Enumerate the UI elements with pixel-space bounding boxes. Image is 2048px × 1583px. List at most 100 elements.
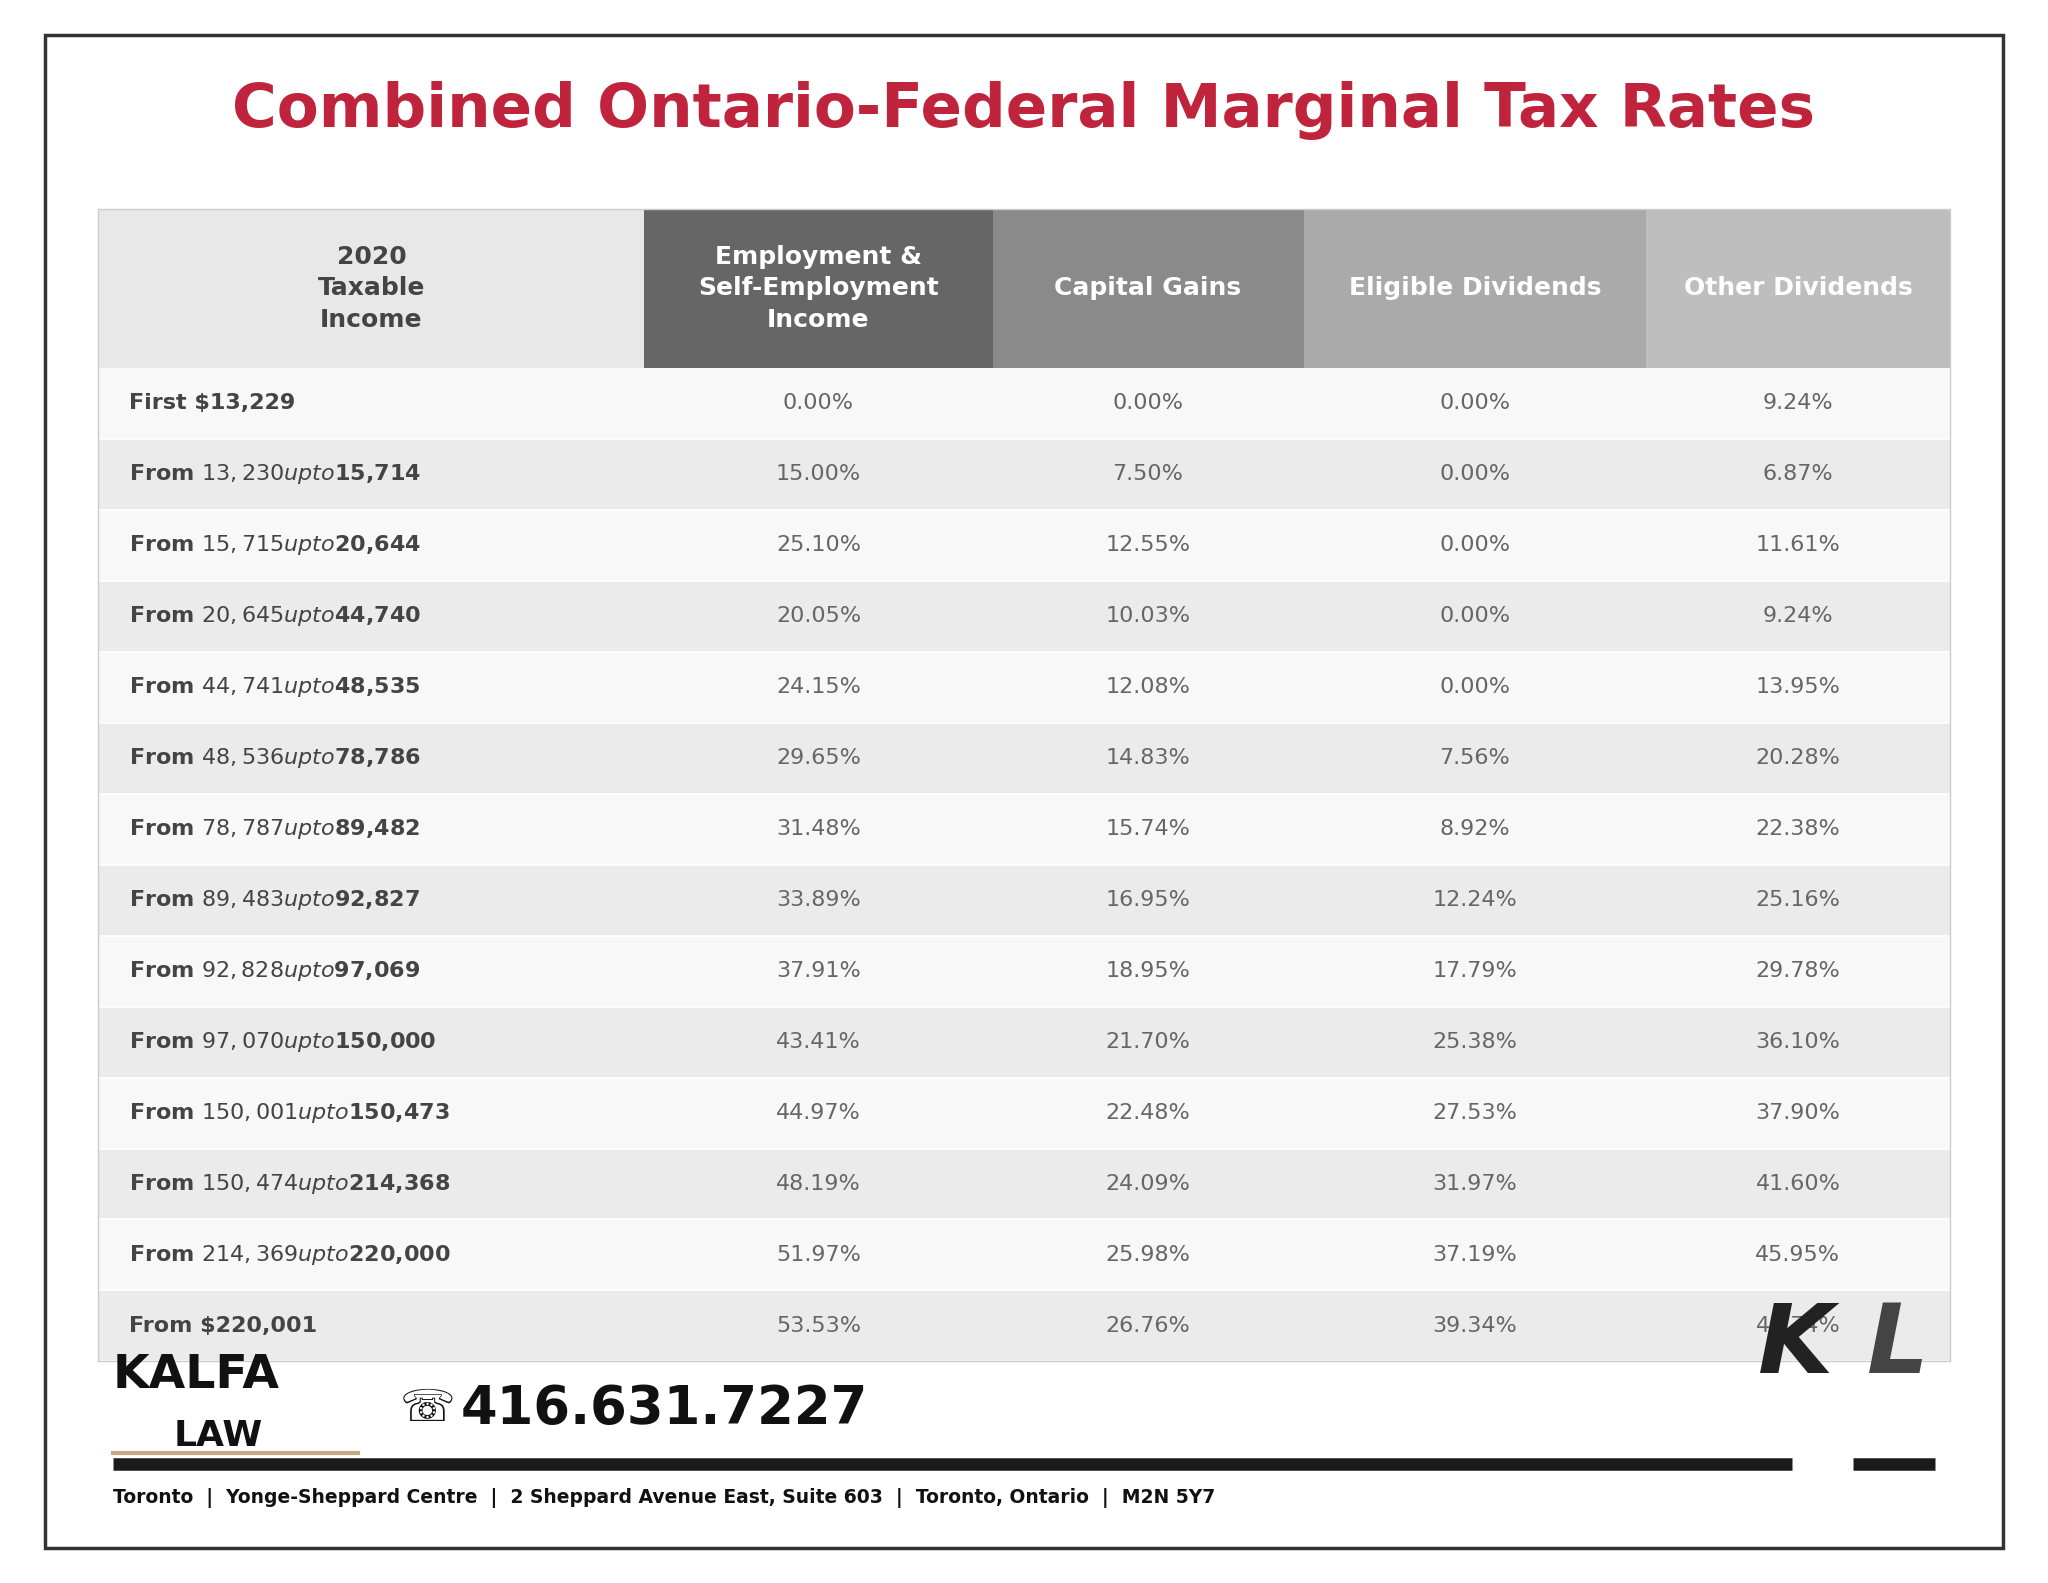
Text: From $214,369 up to $220,000: From $214,369 up to $220,000 [129, 1243, 451, 1266]
Text: 47.74%: 47.74% [1755, 1315, 1841, 1336]
Text: 20.05%: 20.05% [776, 606, 860, 627]
Text: From $150,474 up to $214,368: From $150,474 up to $214,368 [129, 1171, 451, 1197]
Text: 20.28%: 20.28% [1755, 749, 1841, 768]
Text: 37.91%: 37.91% [776, 961, 860, 981]
Bar [1305, 209, 1647, 367]
Bar [1647, 581, 1950, 652]
Bar [1647, 1007, 1950, 1078]
Text: From $220,001: From $220,001 [129, 1315, 317, 1336]
Text: 15.00%: 15.00% [776, 464, 860, 484]
Bar [1647, 209, 1950, 367]
Text: From $20,645 up to $44,740: From $20,645 up to $44,740 [129, 605, 422, 628]
Text: 26.76%: 26.76% [1106, 1315, 1190, 1336]
Bar [1305, 438, 1647, 510]
Text: ☏: ☏ [399, 1387, 455, 1431]
Bar [993, 1149, 1305, 1219]
Text: 12.55%: 12.55% [1106, 535, 1190, 556]
Bar [645, 864, 993, 936]
Text: 0.00%: 0.00% [1440, 394, 1509, 413]
Text: 14.83%: 14.83% [1106, 749, 1190, 768]
Bar [1647, 367, 1950, 438]
Text: First $13,229: First $13,229 [129, 394, 295, 413]
Text: From $13,230 up to $15,714: From $13,230 up to $15,714 [129, 462, 422, 486]
Bar [1305, 1219, 1647, 1290]
Bar [98, 1219, 645, 1290]
Bar [993, 1078, 1305, 1149]
Bar [98, 652, 645, 723]
Bar [98, 1290, 645, 1361]
Text: 12.08%: 12.08% [1106, 678, 1190, 697]
Bar [645, 209, 993, 367]
Bar [993, 864, 1305, 936]
Bar [993, 936, 1305, 1007]
Text: 48.19%: 48.19% [776, 1175, 860, 1194]
Bar [1305, 1078, 1647, 1149]
Bar [993, 510, 1305, 581]
Bar [993, 438, 1305, 510]
Text: 53.53%: 53.53% [776, 1315, 860, 1336]
Bar [1647, 510, 1950, 581]
Bar [645, 652, 993, 723]
Text: 7.56%: 7.56% [1440, 749, 1509, 768]
Text: Other Dividends: Other Dividends [1683, 277, 1913, 301]
Text: 9.24%: 9.24% [1763, 394, 1833, 413]
Bar [645, 1007, 993, 1078]
Text: 39.34%: 39.34% [1432, 1315, 1518, 1336]
Text: 17.79%: 17.79% [1432, 961, 1518, 981]
Text: 416.631.7227: 416.631.7227 [461, 1384, 868, 1434]
Bar [1305, 1290, 1647, 1361]
Text: 0.00%: 0.00% [1440, 606, 1509, 627]
Bar [1647, 793, 1950, 864]
Text: 0.00%: 0.00% [1440, 464, 1509, 484]
Text: 9.24%: 9.24% [1763, 606, 1833, 627]
Bar [993, 367, 1305, 438]
Bar [1647, 864, 1950, 936]
Bar [98, 367, 645, 438]
Bar [1305, 652, 1647, 723]
Text: Capital Gains: Capital Gains [1055, 277, 1241, 301]
Text: 8.92%: 8.92% [1440, 820, 1509, 839]
Text: 6.87%: 6.87% [1763, 464, 1833, 484]
Text: 51.97%: 51.97% [776, 1244, 860, 1265]
Text: 27.53%: 27.53% [1432, 1103, 1518, 1122]
Bar [1305, 793, 1647, 864]
Text: KALFA: KALFA [113, 1353, 281, 1398]
Bar [98, 1149, 645, 1219]
Text: From $48,536 up to $78,786: From $48,536 up to $78,786 [129, 746, 420, 771]
Bar [1305, 581, 1647, 652]
Bar [645, 1290, 993, 1361]
Bar [645, 1149, 993, 1219]
Text: 24.09%: 24.09% [1106, 1175, 1190, 1194]
Bar [645, 936, 993, 1007]
Text: 0.00%: 0.00% [1440, 678, 1509, 697]
Text: From $150,001 up to $150,473: From $150,001 up to $150,473 [129, 1102, 451, 1126]
Bar [98, 793, 645, 864]
Text: 15.74%: 15.74% [1106, 820, 1190, 839]
Bar [1305, 936, 1647, 1007]
Text: 12.24%: 12.24% [1432, 890, 1518, 910]
Bar [1647, 1219, 1950, 1290]
Text: 43.41%: 43.41% [776, 1032, 860, 1053]
Text: L: L [1868, 1300, 1929, 1393]
Text: 31.48%: 31.48% [776, 820, 860, 839]
Text: 0.00%: 0.00% [1440, 535, 1509, 556]
Text: 29.65%: 29.65% [776, 749, 860, 768]
Text: 10.03%: 10.03% [1106, 606, 1190, 627]
Bar [645, 510, 993, 581]
Text: 16.95%: 16.95% [1106, 890, 1190, 910]
Text: 41.60%: 41.60% [1755, 1175, 1841, 1194]
Bar [98, 864, 645, 936]
Text: From $92,828 up to $97,069: From $92,828 up to $97,069 [129, 959, 420, 983]
Text: From $97,070 up to $150,000: From $97,070 up to $150,000 [129, 1031, 436, 1054]
Text: 37.90%: 37.90% [1755, 1103, 1841, 1122]
Text: From $78,787 up to $89,482: From $78,787 up to $89,482 [129, 817, 420, 841]
Text: 45.95%: 45.95% [1755, 1244, 1841, 1265]
Text: 21.70%: 21.70% [1106, 1032, 1190, 1053]
Bar [645, 1219, 993, 1290]
Bar [645, 793, 993, 864]
Bar [98, 1078, 645, 1149]
Bar [993, 1007, 1305, 1078]
Bar [993, 723, 1305, 793]
Bar [1305, 723, 1647, 793]
Text: 2020
Taxable
Income: 2020 Taxable Income [317, 245, 426, 332]
